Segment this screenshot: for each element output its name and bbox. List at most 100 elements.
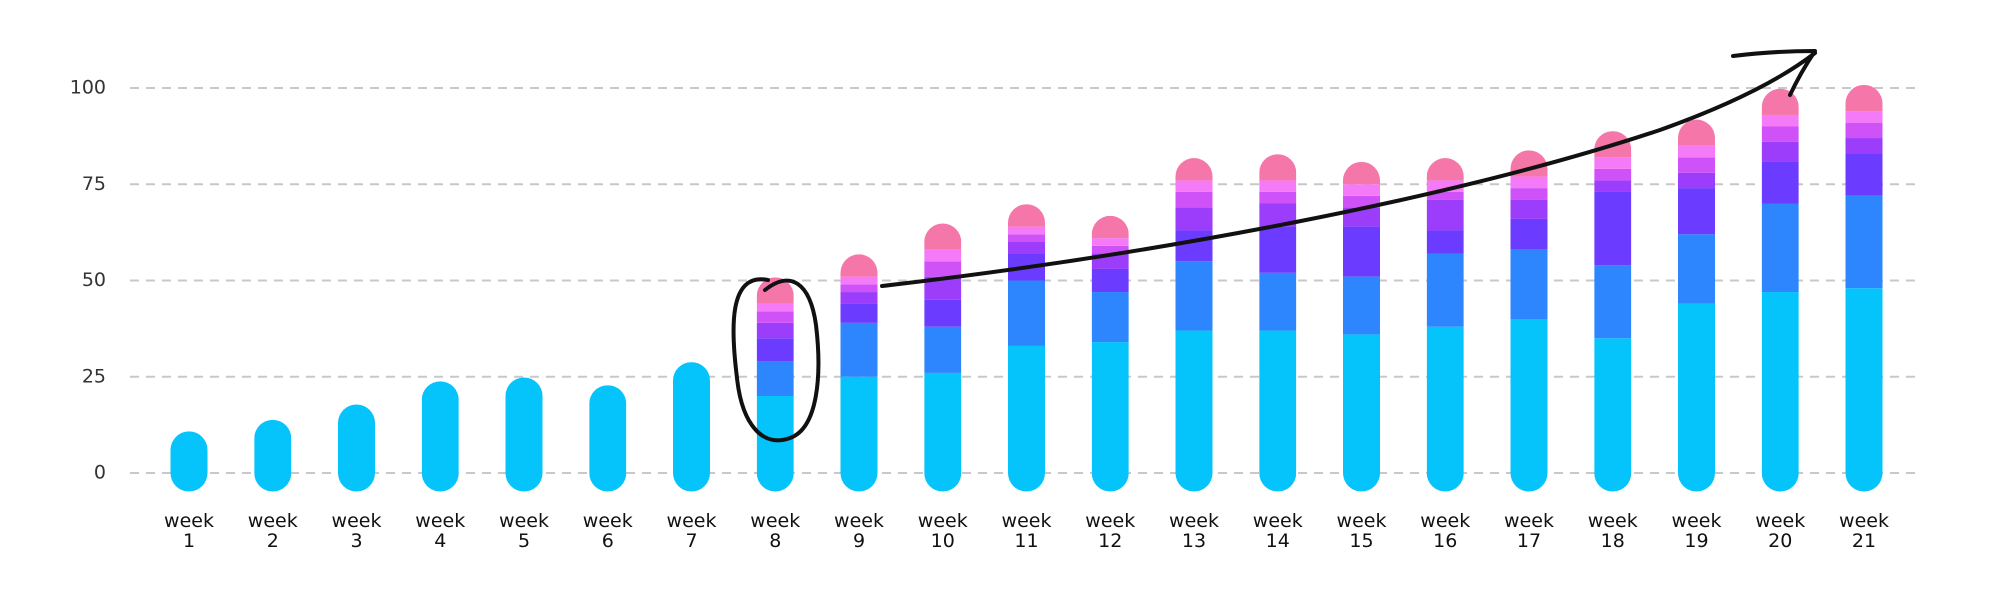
bar-segment	[1426, 253, 1464, 327]
x-tick-label: week 20	[1755, 510, 1805, 552]
bar-segment	[1175, 330, 1213, 492]
bar-week-1	[170, 431, 208, 492]
bar-segment	[1761, 203, 1799, 293]
bar-segment	[1426, 191, 1464, 200]
bar-segment	[756, 322, 794, 339]
x-tick-label: week 8	[750, 510, 800, 552]
bar-segment	[924, 326, 962, 373]
bar-segment	[1845, 138, 1883, 154]
bar-segment	[840, 254, 878, 277]
bar-segment	[1175, 261, 1213, 331]
bar-segment	[1426, 326, 1464, 492]
bar-segment	[840, 284, 878, 293]
bar-segment	[1259, 330, 1297, 492]
bar-segment	[1343, 226, 1380, 277]
bar-segment	[924, 299, 962, 327]
bar-segment	[1510, 218, 1548, 250]
bar-segment	[1845, 195, 1883, 289]
bar-week-18	[1594, 131, 1632, 492]
bar-week-3	[338, 404, 375, 492]
bar-week-7	[673, 362, 710, 492]
bar-segment	[924, 249, 962, 262]
bar-week-17	[1510, 150, 1548, 492]
x-tick-label: week 21	[1839, 510, 1889, 552]
bar-segment	[1259, 154, 1297, 181]
bar-segment	[924, 372, 962, 492]
bar-segment	[1594, 157, 1632, 169]
bar-segment	[1510, 249, 1548, 319]
x-tick-label: week 14	[1253, 510, 1303, 552]
annotation-trend-arrow	[880, 51, 1817, 288]
bar-segment	[1343, 161, 1380, 185]
x-tick-label: week 16	[1420, 510, 1470, 552]
x-tick-label: week 2	[248, 510, 298, 552]
bar-segment	[1845, 153, 1883, 196]
bar-segment	[1259, 203, 1297, 227]
bar-segment	[1761, 292, 1799, 492]
bar-segment	[1008, 280, 1045, 346]
bar-segment	[756, 396, 794, 492]
y-tick-label: 25	[82, 365, 106, 387]
bar-week-6	[589, 385, 627, 492]
bar-segment	[1594, 338, 1632, 492]
bar-segment	[1678, 145, 1715, 158]
bar-segment	[1091, 342, 1129, 492]
bar-segment	[756, 338, 794, 362]
bar-segment	[1426, 158, 1464, 181]
bar-segment	[924, 276, 962, 300]
bar-segment	[1678, 188, 1715, 235]
bar-segment	[1678, 157, 1715, 173]
x-tick-label: week 18	[1588, 510, 1638, 552]
bar-segment	[1594, 191, 1632, 266]
bar-segment	[1510, 188, 1548, 200]
x-tick-label: week 17	[1504, 510, 1554, 552]
x-tick-label: week 15	[1337, 510, 1387, 552]
bar-segment	[1594, 265, 1632, 339]
bar-segment	[1678, 303, 1715, 492]
bar-segment	[673, 362, 710, 492]
bar-segment	[1845, 122, 1883, 139]
bar-segment	[1259, 226, 1297, 273]
bar-segment	[1008, 204, 1045, 227]
y-tick-label: 75	[82, 173, 106, 195]
bar-segment	[1761, 141, 1799, 162]
bar-segment	[840, 276, 878, 285]
bar-week-20	[1761, 88, 1799, 492]
y-tick-label: 0	[94, 462, 106, 484]
bar-segment	[1426, 230, 1464, 254]
bar-segment	[1259, 191, 1297, 204]
annotations	[731, 49, 1817, 443]
y-tick-label: 50	[82, 269, 106, 291]
bar-segment	[1761, 126, 1799, 142]
bar-segment	[1175, 180, 1213, 192]
bar-segment	[1091, 268, 1129, 293]
y-tick-label: 100	[70, 77, 106, 99]
bar-segment	[1008, 345, 1045, 492]
bar-segment	[924, 261, 962, 277]
bar-segment	[589, 385, 627, 492]
bar-segment	[1510, 199, 1548, 219]
bar-segment	[1594, 180, 1632, 192]
bar-segment	[1678, 119, 1715, 146]
x-tick-label: week 6	[583, 510, 633, 552]
bar-segment	[338, 404, 375, 492]
bar-segment	[1761, 114, 1799, 127]
bar-week-21	[1845, 84, 1883, 492]
bar-segment	[1008, 226, 1045, 235]
x-tick-label: week 9	[834, 510, 884, 552]
bar-week-13	[1175, 158, 1213, 492]
x-tick-label: week 1	[164, 510, 214, 552]
bar-segment	[1426, 180, 1464, 192]
bar-segment	[1175, 191, 1213, 208]
bar-segment	[1091, 292, 1129, 343]
bar-segment	[1343, 195, 1380, 208]
bar-segment	[1008, 234, 1045, 242]
bar-week-4	[421, 381, 459, 492]
x-tick-label: week 11	[1002, 510, 1052, 552]
annotation-arrow-head	[1731, 49, 1817, 97]
bar-segment	[1845, 111, 1883, 123]
bar-segment	[840, 322, 878, 377]
bar-segment	[1175, 207, 1213, 231]
bar-segment	[1091, 215, 1129, 239]
